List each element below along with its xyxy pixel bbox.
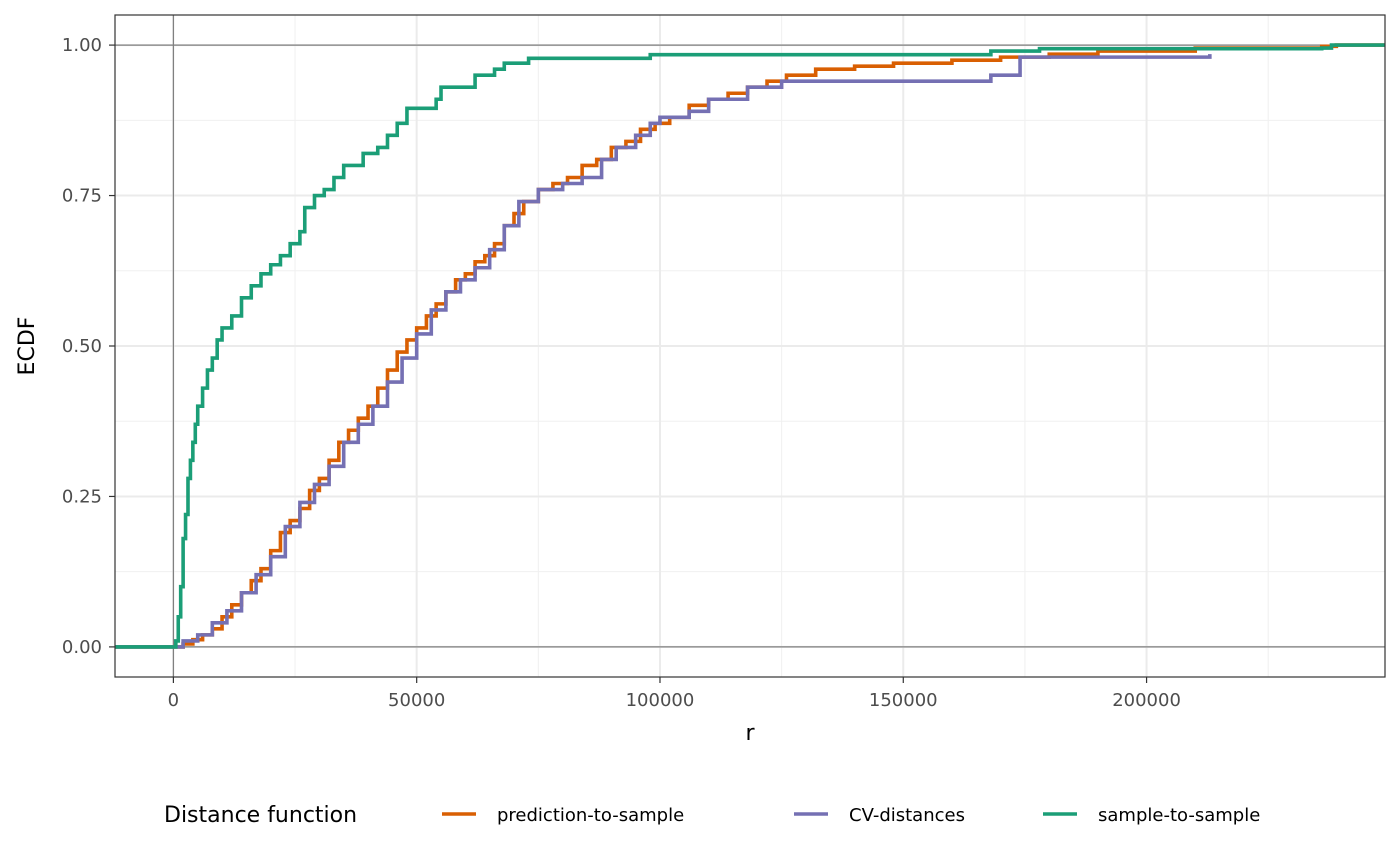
legend-title: Distance function: [164, 803, 357, 828]
y-axis-ticks: 0.00 0.25 0.50 0.75 1.00: [62, 35, 115, 658]
x-tick-label: 200000: [1112, 690, 1181, 711]
series-line-sample-to-sample: [115, 43, 1385, 649]
legend-label: prediction-to-sample: [497, 805, 684, 826]
y-axis-title: ECDF: [15, 317, 40, 376]
y-tick-label: 0.00: [62, 637, 102, 658]
x-tick-label: 0: [168, 690, 179, 711]
legend: Distance function prediction-to-sample CV…: [164, 803, 1260, 828]
x-axis-title: r: [745, 721, 755, 746]
y-tick-label: 0.50: [62, 336, 102, 357]
reference-lines: [115, 15, 1385, 677]
x-tick-label: 100000: [626, 690, 695, 711]
legend-label: CV-distances: [849, 805, 965, 826]
y-tick-label: 1.00: [62, 35, 102, 56]
x-axis-ticks: 0 50000 100000 150000 200000: [168, 677, 1181, 711]
series-line-prediction-to-sample: [115, 43, 1385, 649]
y-tick-label: 0.25: [62, 486, 102, 507]
series-line-CV-distances: [115, 54, 1212, 649]
series-layer: [115, 43, 1385, 649]
legend-label: sample-to-sample: [1098, 805, 1260, 826]
y-tick-label: 0.75: [62, 186, 102, 207]
x-tick-label: 50000: [388, 690, 445, 711]
x-tick-label: 150000: [869, 690, 938, 711]
